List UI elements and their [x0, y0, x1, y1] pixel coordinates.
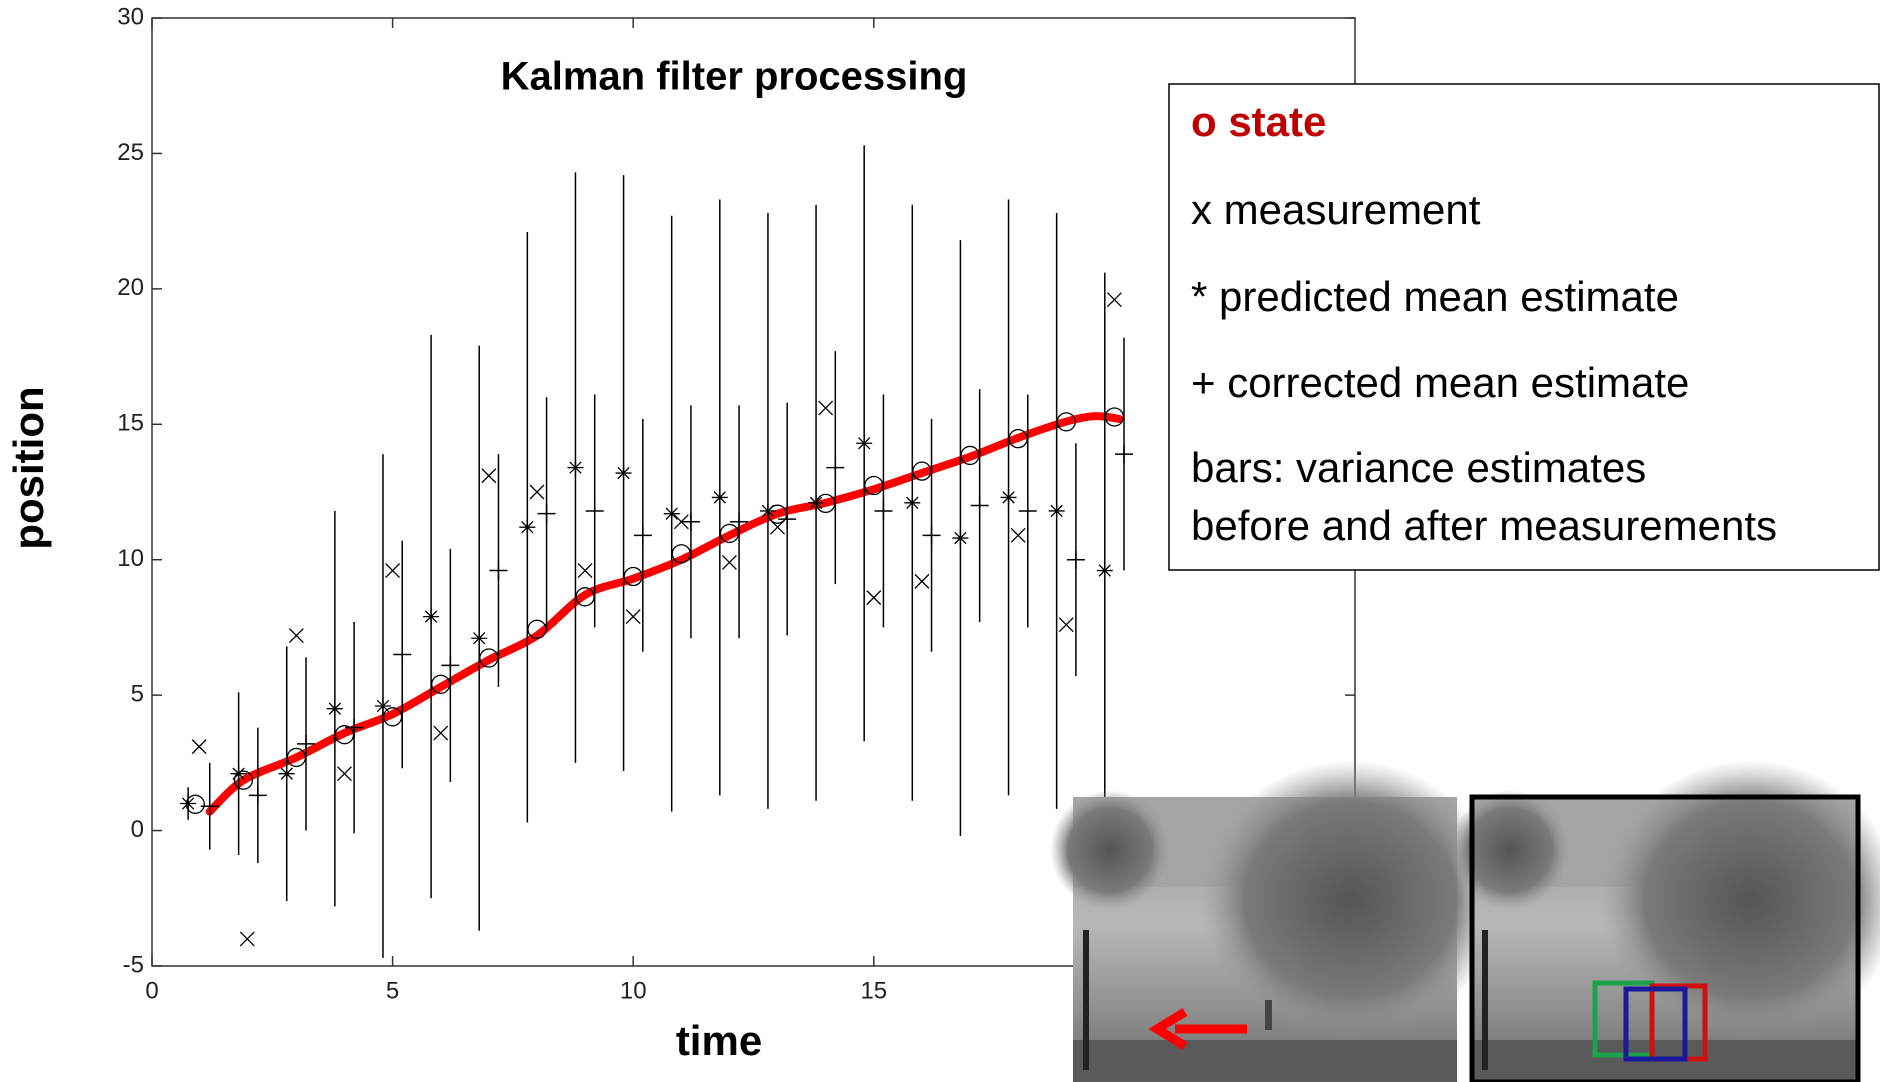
predicted-marker: [519, 519, 536, 536]
corrected-marker: [393, 645, 412, 664]
measurement-marker: [1058, 617, 1074, 633]
predicted-marker: [759, 502, 776, 519]
measurement-marker: [385, 563, 401, 579]
predicted-marker: [567, 459, 584, 476]
measurement-marker: [1010, 527, 1026, 543]
photo-right: [1450, 760, 1880, 1082]
predicted-marker: [711, 489, 728, 506]
measurement-marker: [288, 628, 304, 644]
predicted-marker: [952, 530, 969, 547]
x-axis-label: time: [676, 1017, 762, 1064]
corrected-marker: [1066, 550, 1085, 569]
state-marker: [185, 794, 205, 814]
corrected-marker: [441, 656, 460, 675]
photo-left: [1050, 760, 1500, 1082]
y-tick-label: 25: [117, 139, 144, 166]
corrected-marker: [778, 510, 797, 529]
predicted-marker: [326, 700, 343, 717]
measurement-marker: [191, 739, 207, 755]
predicted-marker: [374, 697, 391, 714]
corrected-marker: [730, 512, 749, 531]
measurement-marker: [625, 609, 641, 625]
estimate-line: [205, 412, 1124, 816]
corrected-marker: [874, 501, 893, 520]
predicted-marker: [471, 630, 488, 647]
corrected-marker: [537, 504, 556, 523]
y-tick-label: 5: [131, 680, 144, 707]
x-tick-label: 0: [145, 977, 158, 1004]
predicted-marker: [1048, 502, 1065, 519]
predicted-marker: [180, 795, 197, 812]
measurement-marker: [529, 484, 545, 500]
predicted-marker: [904, 494, 921, 511]
legend-box: [1168, 83, 1880, 571]
corrected-marker: [826, 458, 845, 477]
y-tick-label: 20: [117, 274, 144, 301]
corrected-marker: [200, 797, 219, 816]
y-tick-label: 0: [131, 816, 144, 843]
chart-title: Kalman filter processing: [501, 55, 968, 99]
predicted-marker: [615, 465, 632, 482]
measurement-marker: [433, 725, 449, 741]
predicted-marker: [808, 494, 825, 511]
legend-text: bars: variance estimates: [1191, 444, 1646, 491]
x-tick-label: 15: [860, 977, 887, 1004]
x-tick-label: 10: [620, 977, 647, 1004]
measurement-marker: [673, 514, 689, 530]
measurement-marker: [770, 519, 786, 535]
measurement-marker: [914, 573, 930, 589]
measurement-marker: [337, 766, 352, 782]
legend: o state x measurement * predicted mean est…: [1191, 98, 1777, 549]
measurement-marker: [818, 400, 834, 416]
corrected-marker: [585, 501, 604, 520]
y-axis-label: position: [5, 386, 52, 549]
measurement-marker: [239, 931, 255, 947]
predicted-marker: [278, 765, 295, 782]
predicted-marker: [230, 765, 247, 782]
corrected-marker: [681, 512, 700, 531]
measurement-marker: [866, 590, 882, 606]
x-tick-label: 5: [386, 977, 399, 1004]
predicted-marker: [1000, 489, 1017, 506]
legend-text: + corrected mean estimate: [1191, 359, 1689, 406]
y-tick-label: -5: [123, 951, 144, 978]
corrected-marker: [922, 526, 941, 545]
y-tick-label: 30: [117, 3, 144, 30]
predicted-marker: [856, 435, 873, 452]
measurement-marker: [577, 563, 593, 579]
legend-text: before and after measurements: [1191, 502, 1777, 549]
measurement-marker: [481, 468, 497, 484]
measurement-marker: [1106, 292, 1122, 308]
legend-text: o state: [1191, 98, 1326, 145]
measurement-marker: [721, 554, 737, 570]
predicted-marker: [663, 505, 680, 522]
corrected-marker: [489, 561, 508, 580]
corrected-marker: [296, 734, 315, 753]
legend-text: x measurement: [1191, 186, 1481, 233]
predicted-marker: [1096, 562, 1113, 579]
y-tick-label: 10: [117, 545, 144, 572]
corrected-marker: [345, 718, 364, 737]
state-marker: [233, 770, 254, 790]
legend-text: * predicted mean estimate: [1191, 273, 1679, 320]
corrected-marker: [1018, 501, 1037, 520]
corrected-marker: [248, 786, 267, 805]
corrected-marker: [1115, 445, 1134, 464]
corrected-marker: [970, 496, 989, 515]
predicted-marker: [423, 608, 440, 625]
corrected-marker: [633, 526, 652, 545]
y-tick-label: 15: [117, 410, 144, 437]
